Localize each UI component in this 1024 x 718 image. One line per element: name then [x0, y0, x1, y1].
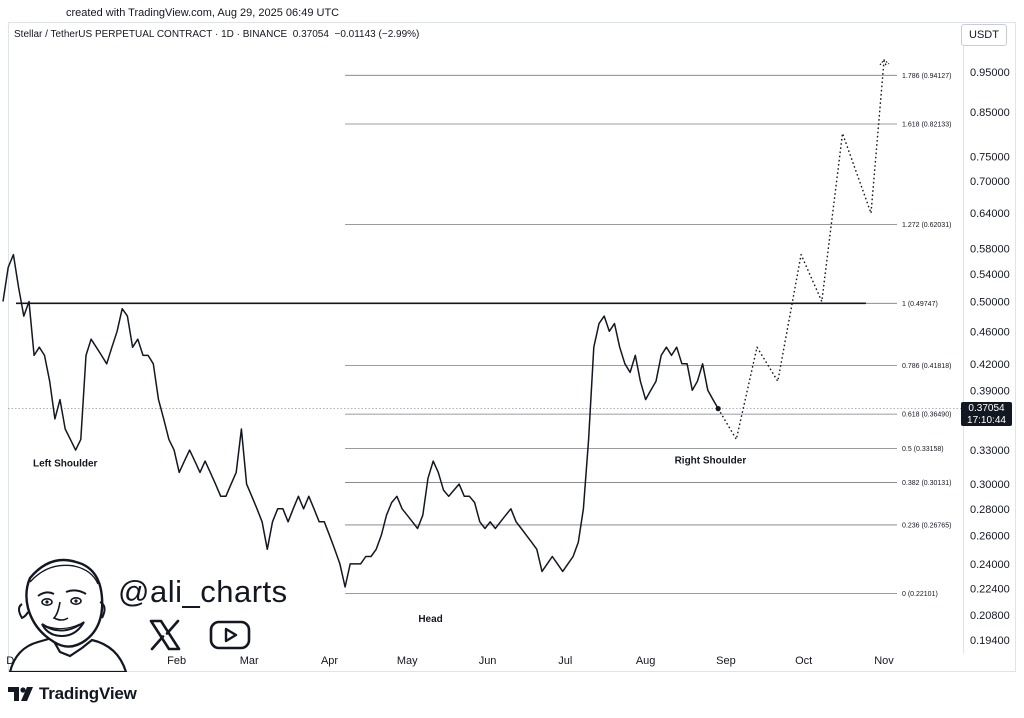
y-tick-label: 0.30000 — [970, 479, 1010, 491]
fib-level-label: 0.236 (0.26765) — [902, 522, 951, 529]
x-tick-label: Jul — [558, 655, 572, 667]
y-axis: 0.95000 0.85000 0.75000 0.70000 0.64000 0.580… — [970, 67, 1010, 647]
y-tick-label: 0.24000 — [970, 559, 1010, 571]
y-tick-label: 0.22400 — [970, 584, 1010, 596]
last-price: 0.37054 — [292, 29, 329, 40]
x-tick-label: Jun — [479, 655, 497, 667]
x-tick-label: Feb — [167, 655, 186, 667]
x-tick-label: Mar — [240, 655, 259, 667]
x-axis: Dec2025FebMarAprMayJunJulAugSepOctNov — [6, 655, 894, 667]
symbol-name: Stellar / TetherUS PERPETUAL CONTRACT · … — [14, 29, 288, 40]
pattern-annotation: Left Shoulder — [33, 459, 98, 470]
badge-countdown: 17:10:44 — [967, 415, 1006, 426]
fib-level-label: 0 (0.22101) — [902, 591, 938, 598]
y-tick-label: 0.95000 — [970, 67, 1010, 79]
y-tick-label: 0.54000 — [970, 269, 1010, 281]
fib-level-label: 1.618 (0.82133) — [902, 122, 951, 129]
x-tick-label: May — [397, 655, 418, 667]
x-tick-label: Aug — [636, 655, 656, 667]
current-price-point — [715, 406, 721, 412]
x-tick-label: Apr — [321, 655, 338, 667]
chart-frame — [8, 22, 1016, 672]
pattern-annotation: Right Shoulder — [675, 455, 747, 466]
price-axis-divider — [963, 46, 964, 654]
fib-level-label: 1.786 (0.94127) — [902, 73, 951, 80]
fib-level-label: 0.618 (0.36490) — [902, 412, 951, 419]
y-tick-label: 0.20800 — [970, 610, 1010, 622]
x-tick-label: Sep — [716, 655, 736, 667]
fib-level-label: 0.5 (0.33158) — [902, 446, 944, 453]
badge-price: 0.37054 — [968, 403, 1005, 414]
y-tick-label: 0.39000 — [970, 385, 1010, 397]
projection-series-line — [717, 60, 888, 441]
last-price-badge: 0.37054 17:10:44 — [961, 402, 1012, 426]
fib-levels: 1.786 (0.94127) 1.618 (0.82133) 1.272 (0.6… — [345, 73, 951, 598]
tradingview-logo-icon — [8, 687, 33, 701]
x-tick-label: Nov — [874, 655, 894, 667]
x-logo-icon — [149, 619, 181, 651]
avatar-caricature — [8, 558, 128, 672]
y-tick-label: 0.64000 — [970, 208, 1010, 220]
youtube-play-icon — [209, 620, 251, 650]
created-caption: created with TradingView.com, Aug 29, 20… — [66, 7, 340, 19]
y-tick-label: 0.42000 — [970, 359, 1010, 371]
y-tick-label: 0.85000 — [970, 107, 1010, 119]
y-tick-label: 0.46000 — [970, 326, 1010, 338]
pattern-annotation: Head — [418, 614, 442, 625]
watermark-handle: @ali_charts — [118, 574, 288, 609]
x-tick-label: Oct — [795, 655, 812, 667]
fib-level-label: 0.382 (0.30131) — [902, 480, 951, 487]
y-tick-label: 0.75000 — [970, 152, 1010, 164]
price-change: −0.01143 (−2.99%) — [334, 29, 420, 40]
currency-button[interactable]: USDT — [961, 24, 1007, 46]
y-tick-label: 0.50000 — [970, 296, 1010, 308]
y-tick-label: 0.28000 — [970, 504, 1010, 516]
price-series-line — [2, 253, 719, 588]
fib-level-label: 1.272 (0.62031) — [902, 222, 951, 229]
y-tick-label: 0.70000 — [970, 176, 1010, 188]
symbol-info: Stellar / TetherUS PERPETUAL CONTRACT · … — [14, 29, 419, 40]
projection-arrow-head — [879, 59, 890, 66]
y-tick-label: 0.58000 — [970, 243, 1010, 255]
annotations: Left Shoulder Head Right Shoulder — [33, 455, 746, 625]
y-tick-label: 0.33000 — [970, 445, 1010, 457]
y-tick-label: 0.26000 — [970, 530, 1010, 542]
price-lines — [2, 59, 963, 588]
fib-level-label: 1 (0.49747) — [902, 301, 938, 308]
fib-level-label: 0.786 (0.41818) — [902, 363, 951, 370]
tradingview-wordmark: TradingView — [39, 684, 137, 703]
y-tick-label: 0.19400 — [970, 635, 1010, 647]
tradingview-logo: TradingView — [8, 684, 137, 704]
